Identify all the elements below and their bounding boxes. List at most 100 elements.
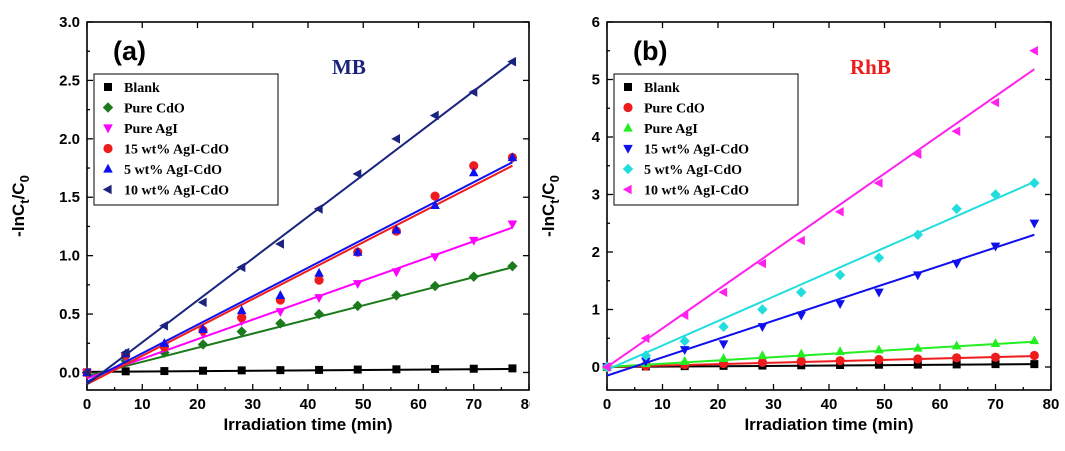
fit-line-pure-agi [86,226,513,380]
data-point [951,340,962,350]
y-tick-label: 0.5 [59,306,80,323]
panel-label: (b) [633,36,667,66]
legend-marker [102,184,112,195]
x-tick-label: 80 [521,396,530,413]
data-point [314,294,324,303]
x-tick-label: 50 [355,396,372,413]
x-tick-label: 70 [465,396,482,413]
data-point [951,259,962,269]
legend-label: Pure AgI [124,122,178,137]
y-axis-title-part: t [17,199,32,204]
data-point [391,224,402,234]
data-point [391,290,402,301]
legend-marker [623,102,633,113]
legend-box [93,73,279,206]
data-point [237,366,246,375]
data-point [913,354,923,364]
x-axis-title: Irradiation time (min) [744,415,913,434]
y-tick-label: 1 [592,302,600,319]
y-axis-title-part: t [547,199,562,204]
data-point [640,333,650,344]
data-point [1029,335,1040,345]
data-point [197,297,207,308]
x-tick-label: 30 [244,396,261,413]
y-axis-title-part: /C [539,182,558,199]
fit-line-pure-cdo [86,266,513,377]
y-axis-title-part: 0 [17,175,32,182]
x-tick-label: 20 [189,396,206,413]
legend-marker [622,184,632,195]
data-point [468,271,479,282]
data-point [507,220,518,230]
data-point [912,149,922,160]
data-point [835,346,845,356]
y-tick-label: 1.0 [59,248,80,265]
legend-label: 5 wt% AgI-CdO [124,163,222,178]
x-tick-label: 0 [83,396,91,413]
data-point [679,356,690,365]
fit-line-pure-cdo [606,355,1035,368]
data-point [275,308,286,317]
data-point [314,267,324,277]
data-point [237,312,247,323]
series-15-wtpct-agi-cdo [602,219,1040,377]
fit-line-10-wtpct-agi-cdo [86,60,514,385]
legend-marker [623,122,633,132]
data-point [990,338,1001,348]
chart-a: 0 10 20 30 40 50 60 70 80 0.0 0.5 1.0 1.5 2.0 2.5 3.0 Ir… [9,14,530,434]
data-point [120,347,130,358]
data-point [353,365,362,374]
data-point [1030,360,1039,369]
x-tick-label: 30 [765,396,782,413]
data-point [197,339,209,350]
data-point [430,191,440,201]
data-point [990,189,1001,200]
panel-label: (a) [113,36,146,66]
data-point [990,242,1001,252]
fit-line-blank [86,367,513,373]
legend-marker [103,143,113,154]
data-point [469,364,478,373]
x-tick-label: 10 [654,396,671,413]
x-tick-label: 50 [876,396,893,413]
legend: Blank Pure CdO Pure AgI 15 wt% AgI-CdO 5 wt%… [93,73,279,206]
y-axis-title: -lnCt/C0 [9,175,32,237]
y-tick-label: 1.5 [59,189,80,206]
y-axis-title: -lnCt/C0 [539,175,562,237]
legend-box [613,73,799,206]
data-point [951,203,962,215]
data-point [275,239,284,249]
data-point [159,320,168,331]
series-10-wtpct-agi-cdo [601,45,1038,372]
y-tick-label: 3.0 [59,14,80,31]
data-point [121,367,130,376]
series-pure-cdo [81,260,518,378]
data-point [507,152,518,162]
data-point [913,342,923,352]
data-point [757,258,766,269]
legend-label: Pure AgI [644,122,698,137]
data-point [834,269,846,281]
data-point [275,318,286,329]
data-point [431,364,440,373]
data-point [430,200,440,210]
fit-line-5-wtpct-agi-cdo [86,161,513,383]
data-point [508,364,517,373]
series-blank [83,364,517,377]
y-axis-title-part: 0 [547,175,562,182]
fit-line-blank [606,363,1035,368]
y-tick-label: 0.0 [59,364,80,381]
data-point [835,356,845,366]
legend-marker [104,83,112,91]
y-tick-label: 2.0 [59,131,80,148]
series-pure-agi [82,220,518,380]
data-point [391,134,400,144]
series-5-wtpct-agi-cdo [601,177,1040,373]
data-point [796,348,807,358]
x-axis-title: Irradiation time (min) [223,415,392,434]
data-point [276,366,285,375]
legend-marker [102,102,114,113]
y-tick-label: 2.5 [59,72,80,89]
data-point [159,338,170,347]
data-point [429,110,439,121]
